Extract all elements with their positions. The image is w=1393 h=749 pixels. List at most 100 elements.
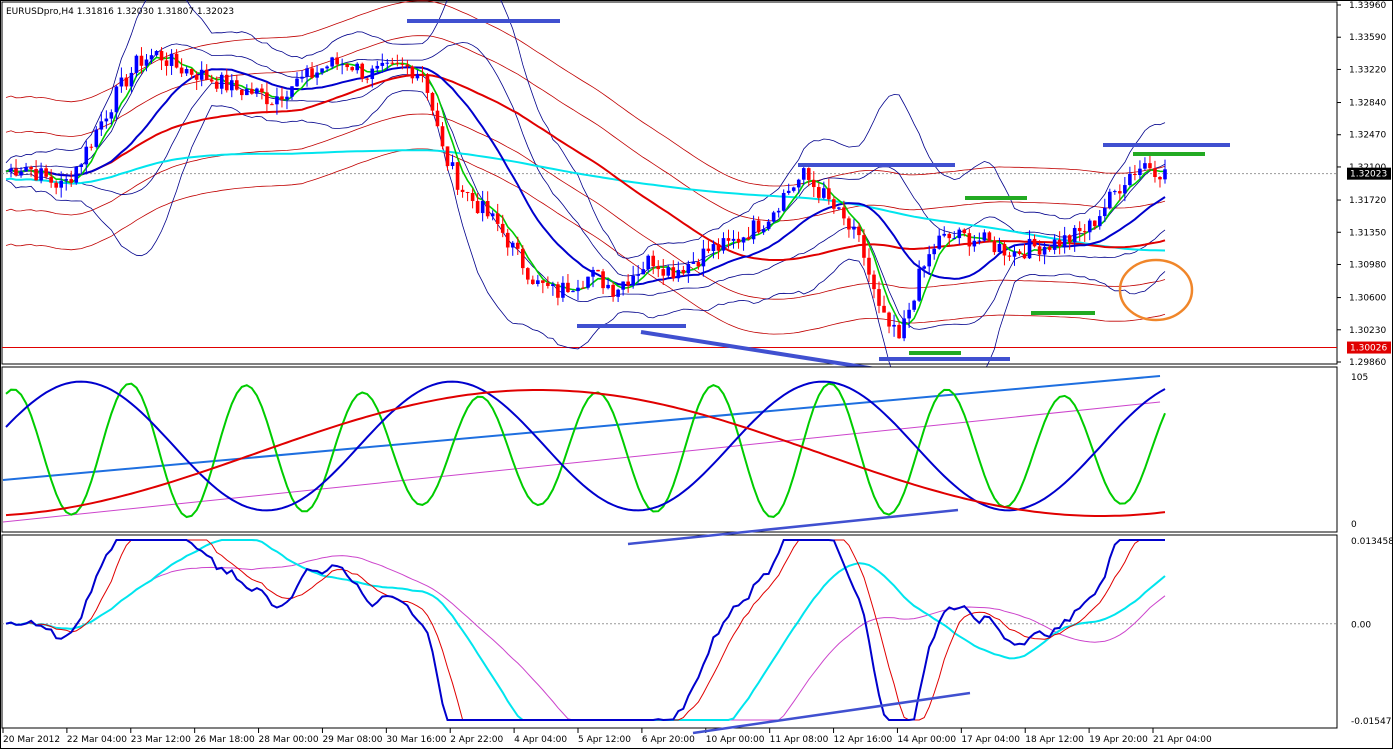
stochastic-axis-label: 0 — [1351, 520, 1357, 530]
candle — [395, 54, 400, 67]
candle — [370, 65, 375, 88]
candle — [1017, 249, 1022, 256]
candle — [686, 260, 691, 283]
candle — [495, 203, 500, 232]
candle — [1087, 218, 1092, 241]
candle — [832, 196, 836, 214]
ma-mid-line — [5, 66, 1166, 287]
candle — [872, 270, 876, 299]
price-axis: 1.339601.335901.332201.328401.324701.321… — [1337, 1, 1391, 368]
candle — [89, 143, 94, 151]
price-axis-label: 1.31350 — [1349, 228, 1386, 238]
candle — [822, 181, 826, 200]
macd-divergence-line — [692, 691, 971, 735]
stochastic-panel[interactable] — [1, 366, 1338, 533]
candle — [546, 276, 550, 289]
candle — [1067, 234, 1072, 250]
time-axis-label: 5 Apr 12:00 — [578, 735, 631, 745]
candle — [19, 167, 23, 178]
candle — [1042, 242, 1047, 265]
candle — [736, 231, 741, 249]
price-axis-label: 1.30980 — [1349, 260, 1386, 270]
candle — [214, 76, 219, 92]
candle — [124, 74, 129, 90]
candle — [500, 214, 505, 238]
candle — [385, 58, 390, 71]
candle — [375, 61, 380, 74]
candle — [987, 231, 992, 243]
candle — [1012, 244, 1017, 266]
candle — [189, 68, 194, 79]
candle — [1007, 251, 1012, 261]
time-axis-label: 28 Mar 00:00 — [259, 735, 319, 745]
candle — [315, 65, 319, 86]
candle — [69, 170, 74, 187]
time-axis-label: 22 Mar 04:00 — [67, 735, 127, 745]
candle — [470, 188, 475, 209]
stochastic-signal-line — [5, 389, 1166, 517]
price-axis-label: 1.30230 — [1349, 326, 1386, 336]
candle — [837, 206, 841, 211]
candle — [475, 193, 480, 214]
candle — [300, 70, 304, 83]
candle — [1102, 198, 1107, 223]
annotation-circle[interactable] — [1118, 258, 1194, 322]
candle — [265, 82, 269, 114]
candle — [134, 54, 139, 77]
candle — [1052, 234, 1057, 255]
candle — [536, 274, 540, 287]
candle — [922, 265, 926, 278]
candle — [29, 165, 33, 177]
candle — [109, 109, 114, 125]
candle — [335, 52, 339, 70]
candle — [219, 72, 224, 95]
candle — [791, 186, 796, 193]
candle — [1133, 165, 1137, 181]
candle — [877, 281, 881, 314]
candle — [1092, 220, 1097, 230]
candle — [129, 67, 134, 93]
candle — [586, 276, 590, 290]
candle — [350, 66, 354, 72]
candle — [541, 280, 545, 294]
candle — [526, 267, 530, 285]
candle — [435, 102, 440, 127]
candle — [892, 314, 896, 337]
time-axis-label: 2 Apr 22:00 — [450, 735, 503, 745]
candle — [94, 126, 99, 149]
candle — [34, 160, 38, 181]
candle — [510, 240, 515, 256]
candle — [641, 261, 645, 275]
candle — [84, 140, 89, 175]
time-axis-label: 20 Mar 2012 — [3, 735, 60, 745]
candle — [114, 85, 119, 120]
time-axis-label: 30 Mar 16:00 — [386, 735, 446, 745]
time-axis-label: 26 Mar 18:00 — [195, 735, 255, 745]
candle — [144, 54, 149, 72]
candle — [917, 260, 921, 303]
candle — [1153, 160, 1157, 183]
candle — [761, 225, 766, 235]
candle — [1118, 184, 1122, 201]
candle — [420, 66, 425, 83]
ema-fast-line — [5, 56, 1166, 325]
candle — [556, 281, 560, 306]
candle — [591, 266, 595, 288]
time-axis-label: 6 Apr 20:00 — [642, 735, 695, 745]
candle — [1108, 188, 1112, 210]
candle — [520, 245, 525, 275]
price-panel[interactable]: EURUSDpro,H4 1.31816 1.32030 1.31807 1.3… — [1, 0, 1338, 404]
time-axis-label: 11 Apr 08:00 — [770, 735, 829, 745]
candle — [681, 265, 686, 276]
candle — [460, 185, 465, 198]
candle — [1148, 154, 1152, 172]
macd-panel[interactable] — [1, 534, 1338, 729]
candle — [962, 228, 967, 237]
stochastic-axis-label: 105 — [1351, 373, 1368, 383]
candle — [937, 228, 942, 250]
candle — [711, 240, 716, 259]
candle — [1047, 245, 1052, 252]
candle — [967, 228, 972, 256]
candle — [882, 295, 886, 313]
